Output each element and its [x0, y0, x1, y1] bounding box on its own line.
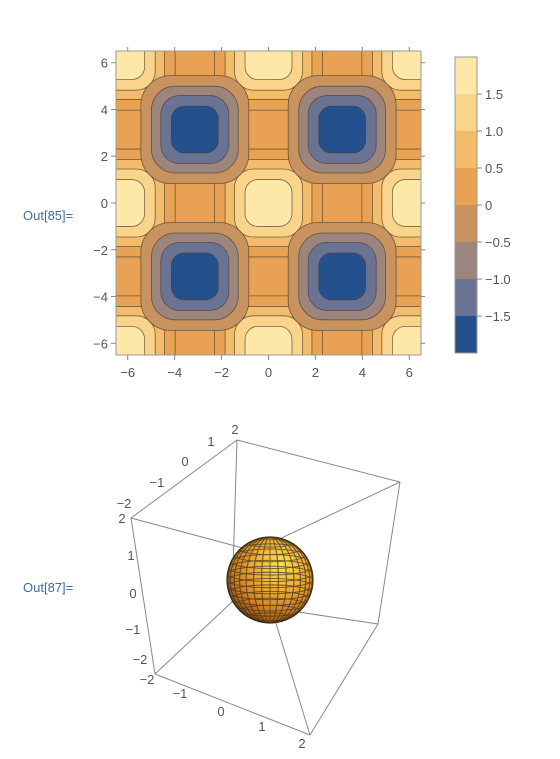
legend-ticks: 1.5 1.0 0.5 0 −0.5 −1.0 −1.5 [477, 87, 511, 324]
y-tick-label: −2 [93, 243, 108, 258]
axis-tick-label: −1 [150, 475, 165, 490]
legend-tick-label: 1.0 [485, 124, 503, 139]
contour-region [244, 179, 293, 227]
axis-tick-label: 0 [129, 586, 136, 601]
legend-swatch [455, 279, 477, 317]
box-edge [130, 517, 255, 552]
contour-region [116, 325, 146, 355]
contour-region [244, 51, 293, 81]
x-tick-label: −6 [120, 365, 135, 380]
box-edge [130, 439, 238, 519]
axis-tick-label: −1 [173, 686, 188, 701]
contour-region [391, 325, 421, 355]
axis-tick-label: 0 [217, 704, 224, 719]
contour-plot: −6 −4 −2 0 2 4 6 6 4 2 0 −2 −4 −6 [93, 47, 425, 380]
contour-region [116, 179, 146, 227]
contour-region [391, 51, 421, 81]
axis-tick-label: −2 [133, 652, 148, 667]
sphere-surface [226, 536, 314, 624]
output-label-87: Out[87]= [23, 580, 74, 595]
box-edge [130, 517, 156, 675]
axis-tick-label: 2 [231, 422, 238, 437]
contour-region [244, 325, 293, 355]
legend-tick-label: −1.0 [485, 272, 511, 287]
x-tick-label: 4 [359, 365, 366, 380]
axis-tick-label: 1 [127, 548, 134, 563]
plot-ticks: −6 −4 −2 0 2 4 6 6 4 2 0 −2 −4 −6 [93, 47, 425, 380]
legend-swatch [455, 168, 477, 206]
y-tick-label: 2 [101, 149, 108, 164]
legend-swatch [455, 242, 477, 280]
legend-tick-label: −1.5 [485, 309, 511, 324]
contour-region [170, 105, 219, 154]
legend-swatch [455, 131, 477, 169]
axis-tick-label: 0 [181, 454, 188, 469]
contour-region [116, 51, 146, 81]
legend-swatches [454, 56, 478, 354]
axis-tick-label: 1 [207, 434, 214, 449]
box-edge [309, 623, 379, 736]
x-tick-label: 0 [265, 365, 272, 380]
legend-tick-label: 0.5 [485, 161, 503, 176]
box-edge [154, 673, 311, 736]
y-tick-label: 6 [101, 56, 108, 71]
contour-regions [116, 51, 421, 355]
axis-tick-label: −2 [117, 496, 132, 511]
y-tick-label: 4 [101, 102, 108, 117]
legend-swatch [455, 205, 477, 243]
contour-region [318, 252, 367, 301]
contour-legend: 1.5 1.0 0.5 0 −0.5 −1.0 −1.5 [454, 56, 511, 354]
sphere-outline [226, 536, 314, 624]
box-edge [236, 439, 401, 483]
axis-tick-label: 2 [298, 736, 305, 751]
contour-region [391, 179, 421, 227]
box-edge [377, 481, 401, 625]
legend-swatch [455, 316, 477, 354]
box-edge [154, 601, 233, 675]
legend-tick-label: 1.5 [485, 87, 503, 102]
y-tick-label: −6 [93, 336, 108, 351]
axis-tick-label: 2 [118, 511, 125, 526]
contour-region [170, 252, 219, 301]
axis-ticks-3d: −2 −1 0 1 2 2 1 0 −1 −2 −2 −1 0 1 2 [117, 422, 306, 751]
legend-tick-label: 0 [485, 198, 492, 213]
y-tick-label: 0 [101, 196, 108, 211]
x-tick-label: 2 [312, 365, 319, 380]
output-label-85: Out[85]= [23, 208, 74, 223]
axis-tick-label: 1 [258, 719, 265, 734]
legend-swatch [455, 57, 477, 95]
y-tick-label: −4 [93, 290, 108, 305]
x-tick-label: −2 [214, 365, 229, 380]
x-tick-label: 6 [406, 365, 413, 380]
sphere [227, 537, 313, 623]
axis-tick-label: −1 [126, 622, 141, 637]
contour-region [318, 105, 367, 154]
legend-tick-label: −0.5 [485, 235, 511, 250]
x-tick-label: −4 [167, 365, 182, 380]
axis-tick-label: −2 [140, 672, 155, 687]
legend-swatch [455, 94, 477, 132]
